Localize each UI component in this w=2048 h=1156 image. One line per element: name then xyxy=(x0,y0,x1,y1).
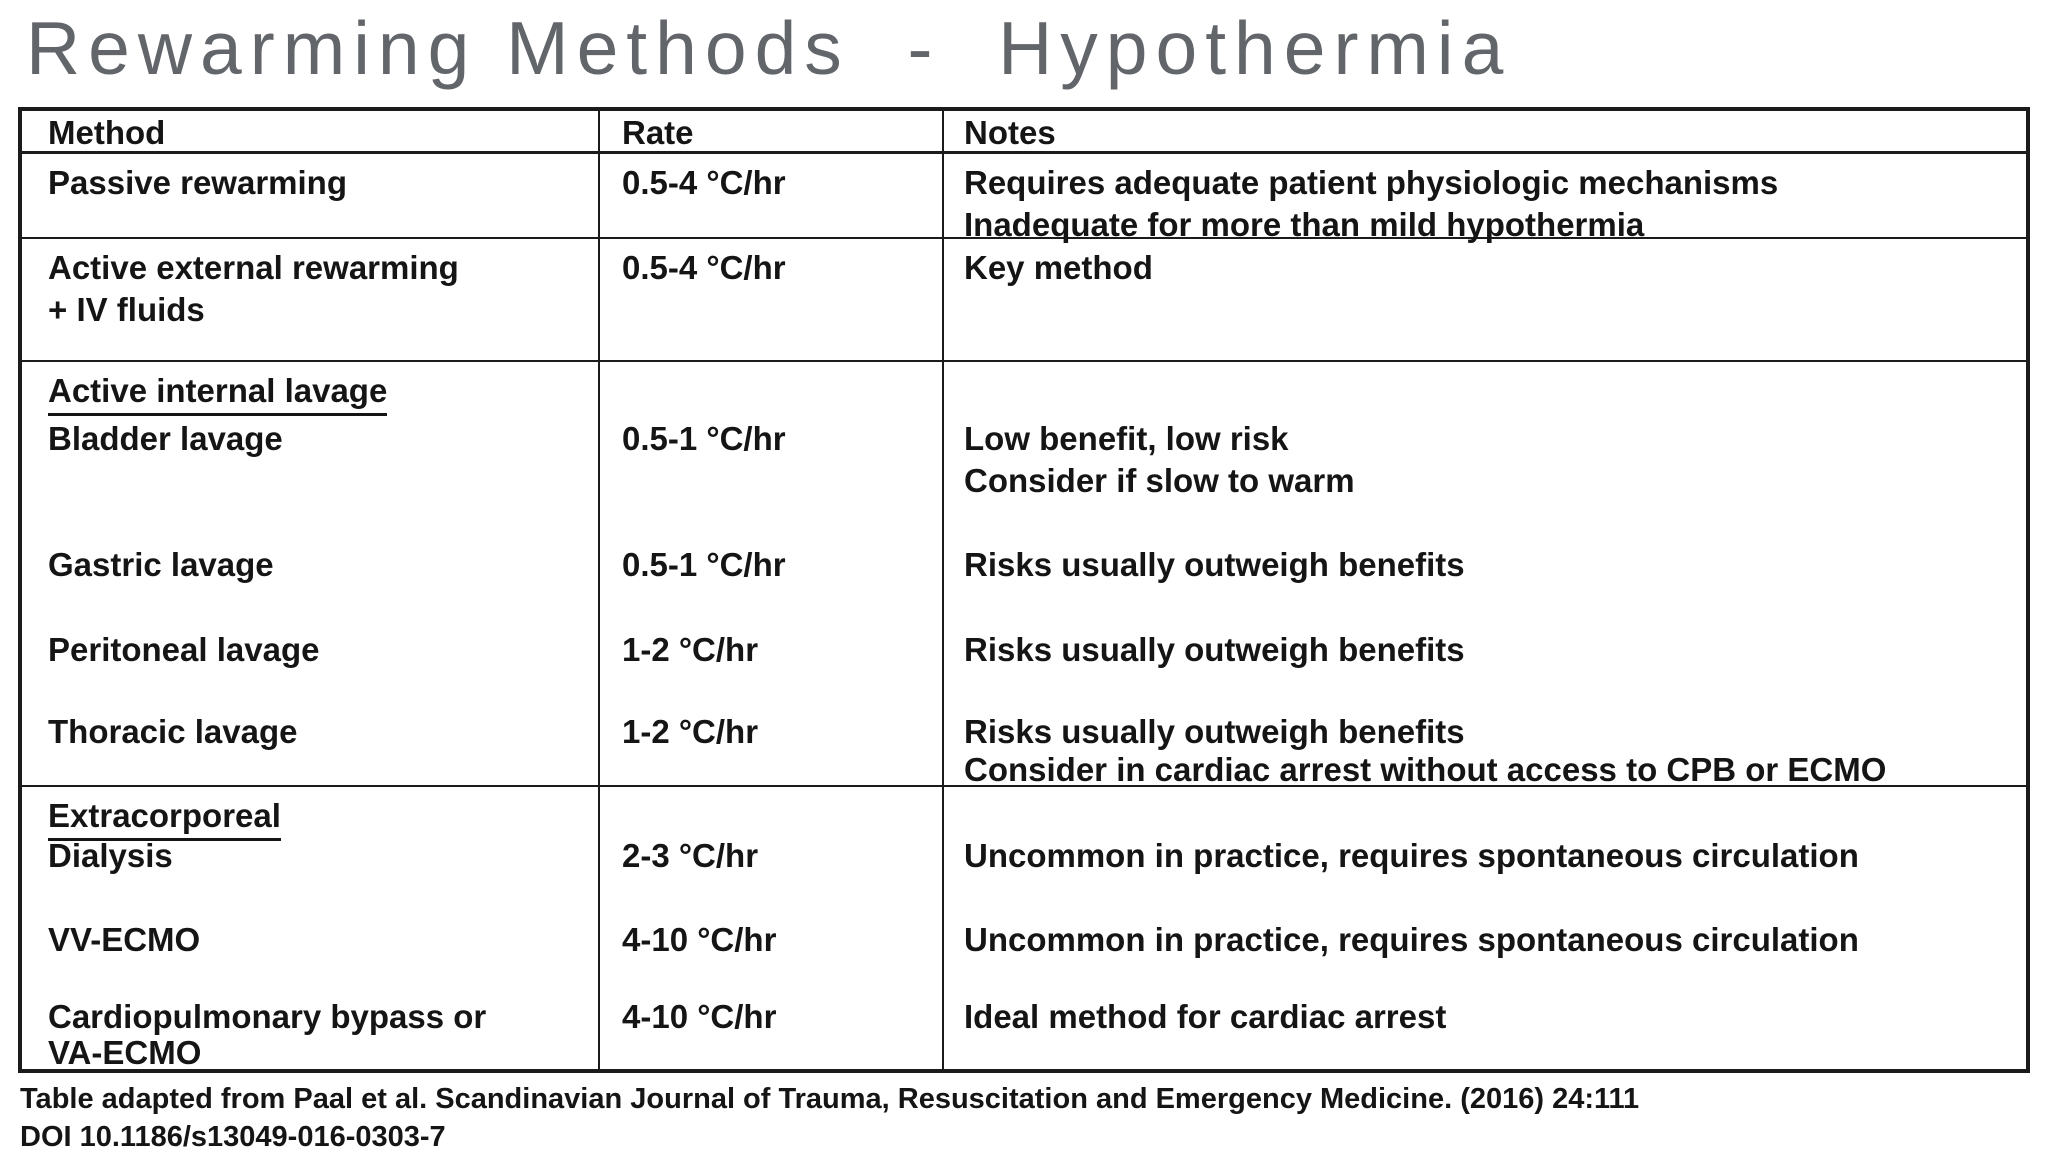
notes-dialysis: Uncommon in practice, requires spontaneo… xyxy=(964,835,2016,919)
doi-line: DOI 10.1186/s13049-016-0303-7 xyxy=(20,1121,446,1153)
rate-thoracic-lavage: 1-2 °C/hr xyxy=(622,713,759,750)
notes-cardiopulmonary-bypass: Ideal method for cardiac arrest xyxy=(964,999,2016,1071)
rate-cell-extracorporeal-group: 2-3 °C/hr 4-10 °C/hr 4-10 °C/hr xyxy=(600,787,944,1071)
method-line: VA-ECMO xyxy=(48,1034,202,1071)
method-cell-passive-rewarming: Passive rewarming xyxy=(22,154,600,239)
method-line-gastric-lavage: Gastric lavage xyxy=(48,546,274,583)
method-line-dialysis: Dialysis xyxy=(48,837,173,874)
rate-peritoneal-lavage: 1-2 °C/hr xyxy=(622,631,759,668)
notes-cell-extracorporeal-group: Uncommon in practice, requires spontaneo… xyxy=(944,787,2026,1071)
column-header-method: Method xyxy=(22,111,600,154)
notes-thoracic-lavage: Risks usually outweigh benefits Consider… xyxy=(964,713,2016,789)
rate-vv-ecmo: 4-10 °C/hr xyxy=(622,921,777,958)
page-title: Rewarming Methods - Hypothermia xyxy=(26,6,1512,90)
method-line: Active external rewarming xyxy=(48,249,459,286)
note-line: Uncommon in practice, requires spontaneo… xyxy=(964,921,1859,958)
rate-cell-active-external: 0.5-4 °C/hr xyxy=(600,239,944,362)
method-line: + IV fluids xyxy=(48,291,205,328)
note-line: Risks usually outweigh benefits xyxy=(964,546,1465,583)
column-header-notes: Notes xyxy=(944,111,2026,154)
notes-cell-active-internal-lavage-group: Low benefit, low risk Consider if slow t… xyxy=(944,362,2026,789)
note-line: Ideal method for cardiac arrest xyxy=(964,998,1447,1035)
method-line-vv-ecmo: VV-ECMO xyxy=(48,921,201,958)
method-cell-extracorporeal-group: Extracorporeal Dialysis VV-ECMO Cardiopu… xyxy=(22,787,600,1071)
rate-spacer xyxy=(622,370,932,418)
notes-peritoneal-lavage: Risks usually outweigh benefits xyxy=(964,629,2016,713)
note-line: Inadequate for more than mild hypothermi… xyxy=(964,206,1645,243)
note-line: Low benefit, low risk xyxy=(964,420,1289,457)
group-label-active-internal-lavage: Active internal lavage xyxy=(48,370,588,418)
note-line: Risks usually outweigh benefits xyxy=(964,631,1465,668)
rate-bladder-lavage: 0.5-1 °C/hr xyxy=(622,420,786,457)
rate-cardiopulmonary-bypass: 4-10 °C/hr xyxy=(622,998,777,1035)
rate-cell-passive-rewarming: 0.5-4 °C/hr xyxy=(600,154,944,239)
method-cell-active-internal-lavage-group: Active internal lavage Bladder lavage Ga… xyxy=(22,362,600,787)
citation-footer: Table adapted from Paal et al. Scandinav… xyxy=(20,1080,1639,1156)
notes-cell-active-external: Key method xyxy=(944,239,2026,362)
rate-gastric-lavage: 0.5-1 °C/hr xyxy=(622,546,786,583)
note-line: Key method xyxy=(964,249,1153,286)
group-label-extracorporeal: Extracorporeal xyxy=(48,795,588,841)
method-line: Passive rewarming xyxy=(48,164,347,201)
note-line: Uncommon in practice, requires spontaneo… xyxy=(964,837,1859,874)
notes-vv-ecmo: Uncommon in practice, requires spontaneo… xyxy=(964,919,2016,999)
method-cell-active-external: Active external rewarming + IV fluids xyxy=(22,239,600,362)
citation-line: Table adapted from Paal et al. Scandinav… xyxy=(20,1083,1640,1115)
notes-cell-passive-rewarming: Requires adequate patient physiologic me… xyxy=(944,154,2026,243)
notes-spacer xyxy=(964,370,2016,418)
rate-dialysis: 2-3 °C/hr xyxy=(622,837,759,874)
notes-gastric-lavage: Risks usually outweigh benefits xyxy=(964,544,2016,629)
rewarming-methods-table: Method Rate Notes Passive rewarming 0.5-… xyxy=(18,107,2030,1073)
note-line: Consider in cardiac arrest without acces… xyxy=(964,751,1887,788)
method-line-thoracic-lavage: Thoracic lavage xyxy=(48,713,298,750)
method-line-peritoneal-lavage: Peritoneal lavage xyxy=(48,631,320,668)
notes-spacer xyxy=(964,795,2016,835)
method-line-bladder-lavage: Bladder lavage xyxy=(48,420,283,457)
note-line: Consider if slow to warm xyxy=(964,462,1355,499)
method-line: Cardiopulmonary bypass or xyxy=(48,998,487,1035)
note-line: Requires adequate patient physiologic me… xyxy=(964,164,1779,201)
column-header-rate: Rate xyxy=(600,111,944,154)
method-line-cardiopulmonary-bypass: Cardiopulmonary bypass or VA-ECMO xyxy=(48,999,588,1071)
rate-cell-active-internal-lavage-group: 0.5-1 °C/hr 0.5-1 °C/hr 1-2 °C/hr 1-2 °C… xyxy=(600,362,944,787)
rate-spacer xyxy=(622,795,932,835)
notes-bladder-lavage: Low benefit, low risk Consider if slow t… xyxy=(964,418,2016,544)
note-line: Risks usually outweigh benefits xyxy=(964,713,1465,750)
